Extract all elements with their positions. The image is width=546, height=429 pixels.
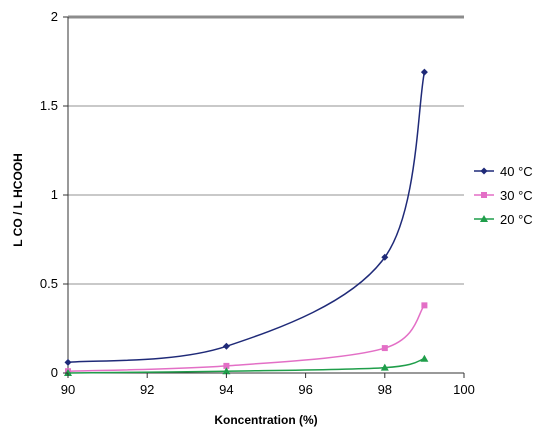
tick-labels: 0 0.5 1 1.5 2 90 92 94 96 98 100 <box>40 9 475 397</box>
legend-label-1: 30 °C <box>500 188 533 203</box>
series-0-point-0 <box>64 358 72 366</box>
series-2-point-1 <box>222 367 231 375</box>
series-2 <box>64 354 429 376</box>
series-group <box>64 68 429 376</box>
x-tick-label-4: 98 <box>378 382 392 397</box>
series-line-2 <box>67 358 425 374</box>
series-2-point-2 <box>380 363 389 371</box>
series-0-point-3 <box>420 68 428 76</box>
series-0 <box>64 68 428 366</box>
series-1-point-2 <box>381 345 388 352</box>
gridlines <box>68 15 464 285</box>
legend-marker-0 <box>480 167 488 175</box>
x-tick-label-1: 92 <box>140 382 154 397</box>
y-tick-label-3: 1.5 <box>40 98 58 113</box>
legend-label-2: 20 °C <box>500 212 533 227</box>
y-axis-title: L CO / L HCOOH <box>11 153 25 247</box>
series-1-point-1 <box>223 362 230 369</box>
x-tick-label-5: 100 <box>453 382 475 397</box>
series-0-point-1 <box>222 342 230 350</box>
series-1 <box>65 302 428 375</box>
legend: 40 °C 30 °C 20 °C <box>474 164 533 227</box>
y-tick-label-0: 0 <box>51 365 58 380</box>
series-line-1 <box>67 304 426 372</box>
x-axis-title: Koncentration (%) <box>214 413 317 427</box>
legend-marker-2 <box>480 215 488 222</box>
x-tick-label-2: 94 <box>219 382 233 397</box>
legend-marker-1 <box>481 192 487 198</box>
x-tick-label-0: 90 <box>61 382 75 397</box>
series-2-point-3 <box>420 354 429 362</box>
legend-label-0: 40 °C <box>500 164 533 179</box>
series-0-point-2 <box>381 253 389 261</box>
series-1-point-3 <box>421 302 428 309</box>
y-tick-label-4: 2 <box>51 9 58 24</box>
y-tick-label-2: 1 <box>51 187 58 202</box>
x-tick-label-3: 96 <box>298 382 312 397</box>
series-line-0 <box>67 72 426 364</box>
y-tick-label-1: 0.5 <box>40 276 58 291</box>
